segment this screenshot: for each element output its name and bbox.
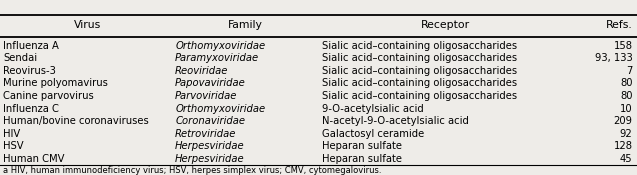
Text: Influenza C: Influenza C xyxy=(3,104,59,114)
Text: 9-O-acetylsialic acid: 9-O-acetylsialic acid xyxy=(322,104,424,114)
Text: Reoviridae: Reoviridae xyxy=(175,66,229,76)
Text: Human CMV: Human CMV xyxy=(3,154,65,164)
Text: 45: 45 xyxy=(620,154,633,164)
Text: 92: 92 xyxy=(620,129,633,139)
Text: Herpesviridae: Herpesviridae xyxy=(175,141,245,152)
Text: 80: 80 xyxy=(620,78,633,89)
Text: Sendai: Sendai xyxy=(3,53,38,63)
Text: Canine parvovirus: Canine parvovirus xyxy=(3,91,94,101)
Text: Sialic acid–containing oligosaccharides: Sialic acid–containing oligosaccharides xyxy=(322,66,517,76)
Text: Herpesviridae: Herpesviridae xyxy=(175,154,245,164)
Text: Refs.: Refs. xyxy=(606,20,633,30)
Text: 7: 7 xyxy=(626,66,633,76)
Text: Galactosyl ceramide: Galactosyl ceramide xyxy=(322,129,424,139)
Text: 80: 80 xyxy=(620,91,633,101)
Text: Papovaviridae: Papovaviridae xyxy=(175,78,246,89)
Text: Orthomyxoviridae: Orthomyxoviridae xyxy=(175,104,265,114)
Text: Retroviridae: Retroviridae xyxy=(175,129,236,139)
Text: Orthomyxoviridae: Orthomyxoviridae xyxy=(175,41,265,51)
Text: Murine polyomavirus: Murine polyomavirus xyxy=(3,78,108,89)
Text: Sialic acid–containing oligosaccharides: Sialic acid–containing oligosaccharides xyxy=(322,41,517,51)
Text: Influenza A: Influenza A xyxy=(3,41,59,51)
Text: Coronaviridae: Coronaviridae xyxy=(175,116,245,126)
Text: N-acetyl-9-O-acetylsialic acid: N-acetyl-9-O-acetylsialic acid xyxy=(322,116,469,126)
Text: HSV: HSV xyxy=(3,141,24,152)
Text: Heparan sulfate: Heparan sulfate xyxy=(322,154,402,164)
Text: a HIV, human immunodeficiency virus; HSV, herpes simplex virus; CMV, cytomegalov: a HIV, human immunodeficiency virus; HSV… xyxy=(3,166,382,175)
Text: 158: 158 xyxy=(613,41,633,51)
Text: 10: 10 xyxy=(620,104,633,114)
Text: 209: 209 xyxy=(613,116,633,126)
Text: Human/bovine coronaviruses: Human/bovine coronaviruses xyxy=(3,116,149,126)
Text: Sialic acid–containing oligosaccharides: Sialic acid–containing oligosaccharides xyxy=(322,53,517,63)
Text: Parvoviridae: Parvoviridae xyxy=(175,91,238,101)
Text: Receptor: Receptor xyxy=(421,20,471,30)
Text: HIV: HIV xyxy=(3,129,20,139)
Text: Sialic acid–containing oligosaccharides: Sialic acid–containing oligosaccharides xyxy=(322,91,517,101)
Text: Paramyxoviridae: Paramyxoviridae xyxy=(175,53,259,63)
Text: Heparan sulfate: Heparan sulfate xyxy=(322,141,402,152)
Text: Sialic acid–containing oligosaccharides: Sialic acid–containing oligosaccharides xyxy=(322,78,517,89)
Text: Virus: Virus xyxy=(74,20,101,30)
Text: Reovirus-3: Reovirus-3 xyxy=(3,66,56,76)
Text: 93, 133: 93, 133 xyxy=(595,53,633,63)
Text: Family: Family xyxy=(228,20,262,30)
Text: 128: 128 xyxy=(613,141,633,152)
